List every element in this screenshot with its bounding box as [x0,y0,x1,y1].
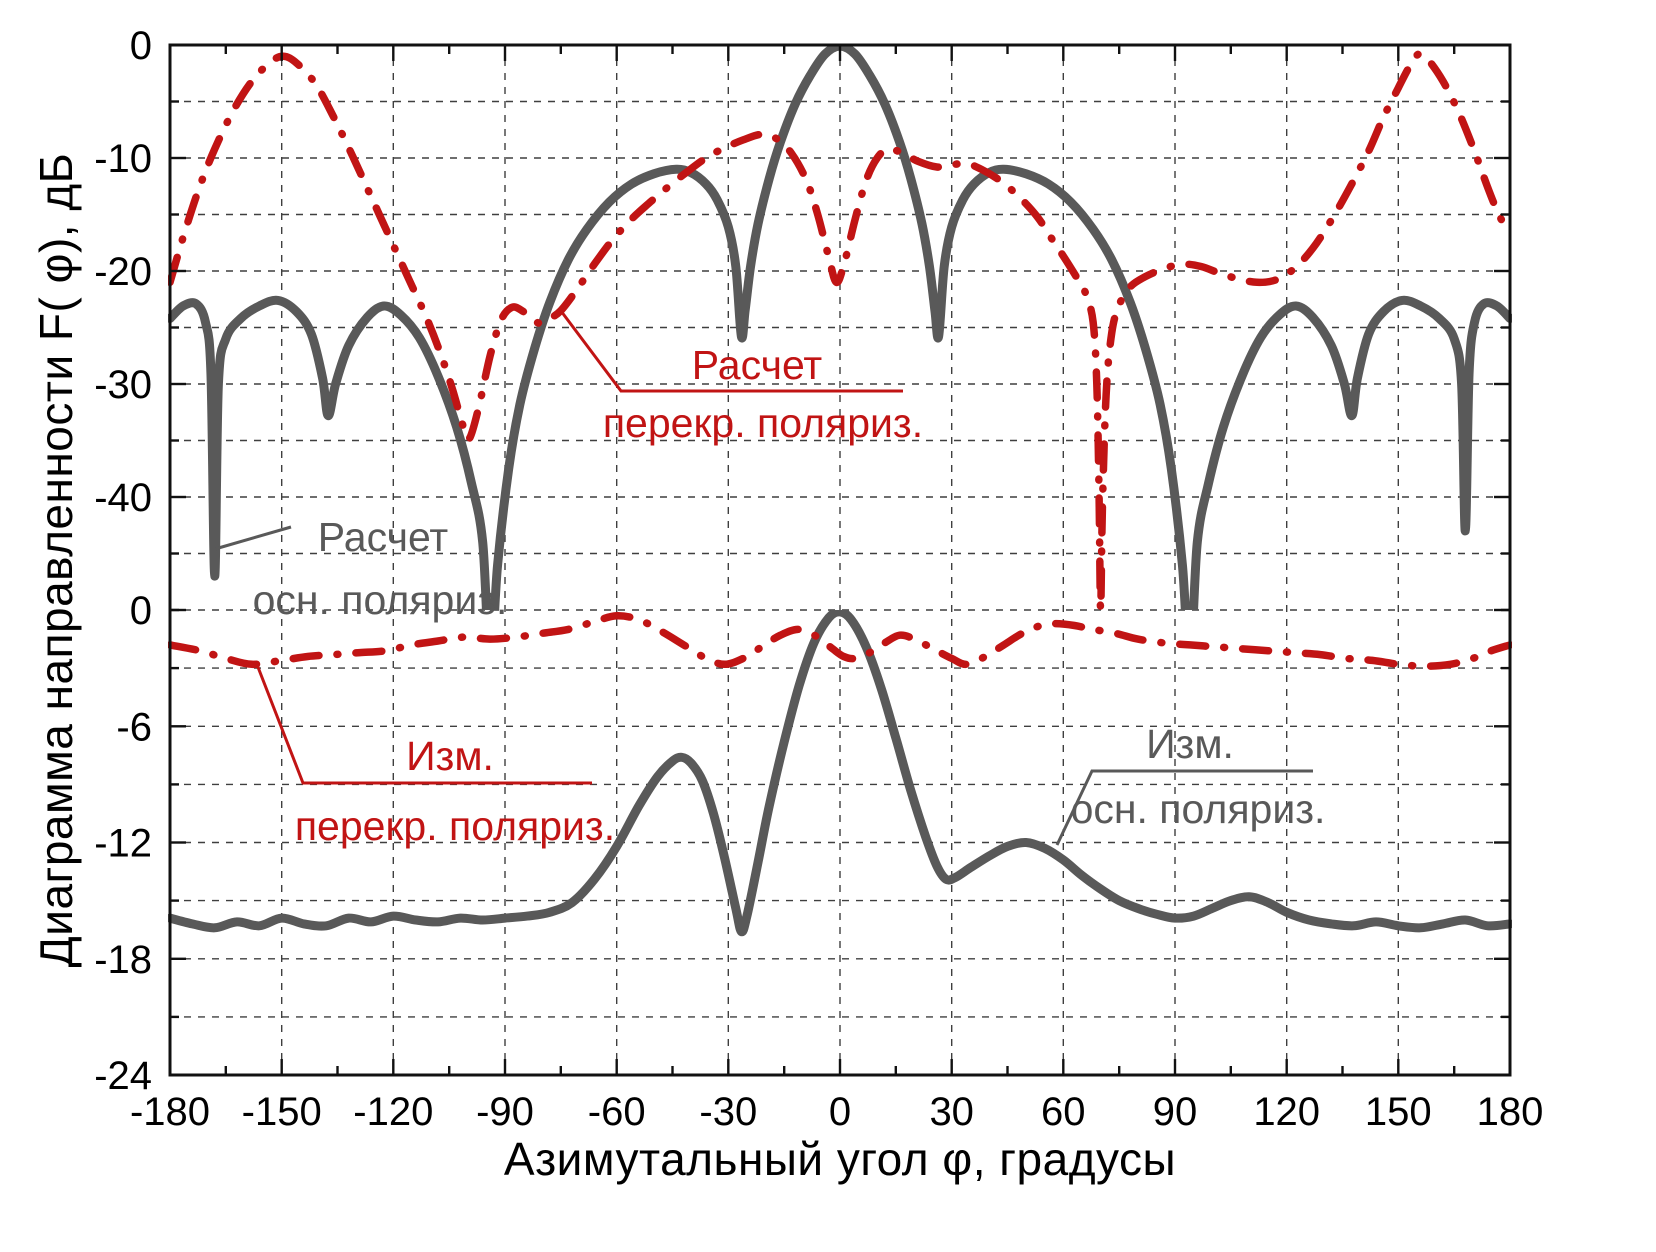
annotation-meas-cross: Изм. перекр. поляриз. [254,661,615,849]
annotation-calc-cross-text: перекр. поляриз. [603,400,923,446]
annotation-calc-cross-leader-line [559,310,903,393]
y-tick-labels: 0 -10 -20 -30 -40 0 -6 -12 -18 -24 [94,24,152,1098]
y-tick-label: -40 [94,476,152,520]
y-tick-label: -30 [94,363,152,407]
tick-marks [168,43,1512,1077]
y-tick-label: -10 [94,137,152,181]
y-tick-label: -6 [116,705,152,749]
x-tick-label: -30 [699,1090,757,1134]
x-tick-label: -120 [353,1090,433,1134]
x-tick-labels: -180 -150 -120 -90 -60 -30 0 30 60 90 120 150 180 [130,1090,1543,1134]
annotation-meas-main: Изм. осн. поляриз. [1055,721,1326,846]
annotation-meas-main-leader-line [1055,769,1313,846]
annotation-calc-cross-text: Расчет [692,342,823,388]
x-tick-label: 90 [1153,1090,1198,1134]
x-tick-label: 120 [1253,1090,1320,1134]
annotation-meas-cross-text: Изм. [406,733,494,779]
x-axis-title: Азимутальный угол φ, градусы [503,1133,1177,1185]
annotation-calc-cross: Расчет перекр. поляриз. [559,310,923,446]
series-meas-cross-polarization [168,612,1512,670]
annotation-meas-cross-leader-line [254,661,592,785]
x-tick-label: 150 [1365,1090,1432,1134]
annotation-calc-main: Расчет осн. поляриз. [214,514,508,623]
annotation-meas-main-text: осн. поляриз. [1071,786,1326,832]
annotation-meas-main-text: Изм. [1146,721,1234,767]
y-tick-label: 0 [130,24,152,68]
annotation-calc-main-text: Расчет [318,514,449,560]
series-meas-main-polarization [168,610,1512,937]
x-tick-label: 60 [1041,1090,1086,1134]
y-tick-label: -24 [94,1054,152,1098]
x-tick-label: -90 [476,1090,534,1134]
y-tick-label: -12 [94,822,152,866]
x-tick-label: -180 [130,1090,210,1134]
y-tick-label: -18 [94,938,152,982]
y-axis-title: Диаграмма направленности F( φ), дБ [30,152,82,968]
y-tick-label: -20 [94,250,152,294]
x-tick-label: -60 [588,1090,646,1134]
annotation-calc-main-text: осн. поляриз. [253,577,508,623]
series-calc-cross-polarization [168,49,1512,610]
x-tick-label: 180 [1477,1090,1544,1134]
y-tick-label: 0 [130,589,152,633]
annotation-calc-main-leader-line [214,525,292,551]
x-tick-label: 30 [929,1090,974,1134]
annotation-meas-cross-text: перекр. поляриз. [295,803,615,849]
x-tick-label: -150 [242,1090,322,1134]
x-tick-label: 0 [829,1090,851,1134]
